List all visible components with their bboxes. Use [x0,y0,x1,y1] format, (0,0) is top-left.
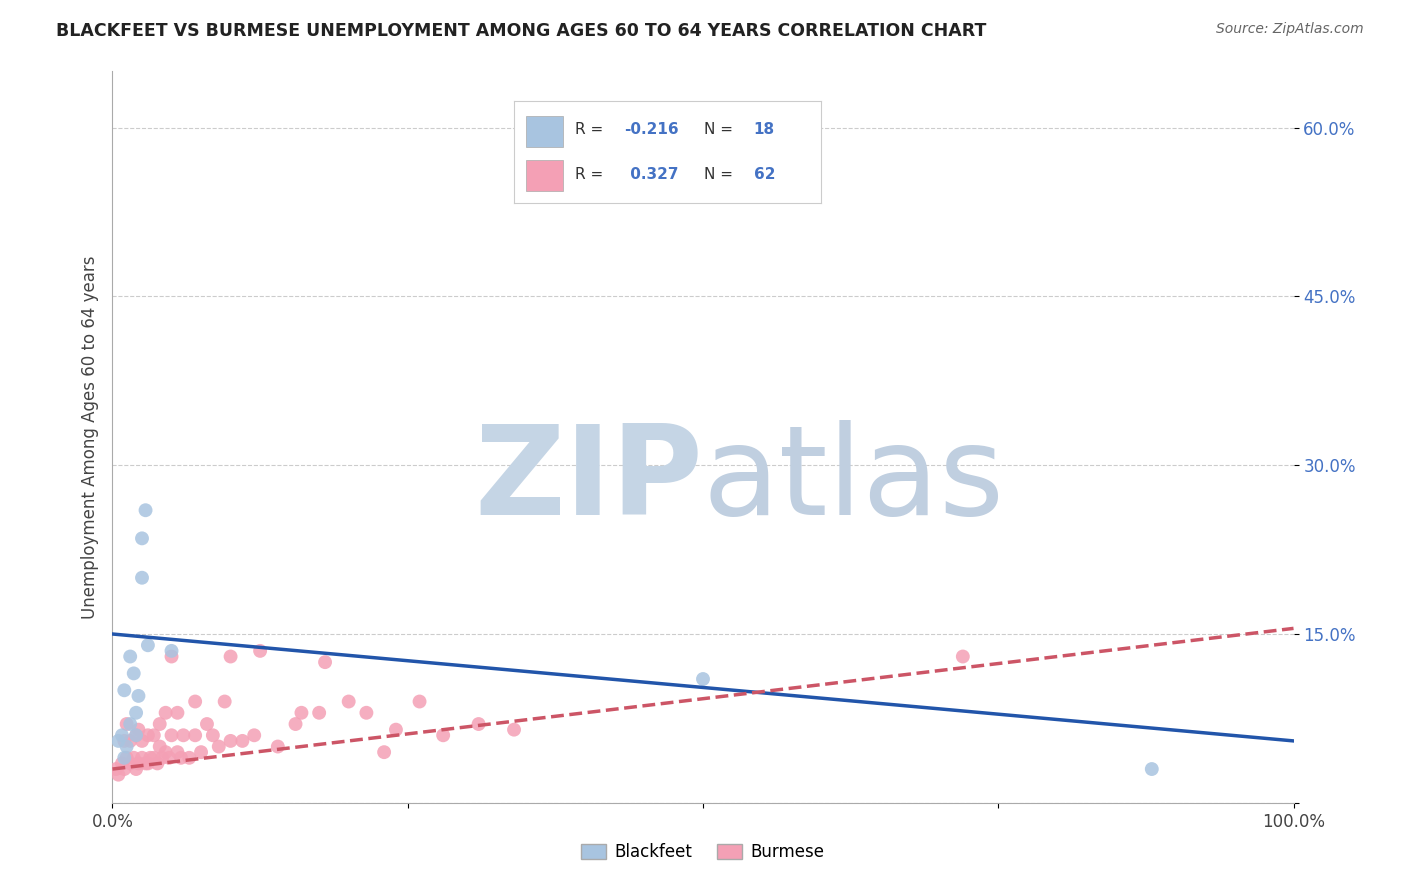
Point [160,644,183,658]
Point [105,762,128,776]
Point [135,756,157,771]
Point [195,717,218,731]
Point [131,751,153,765]
Point [179,751,201,765]
Point [122,751,145,765]
Point [952,649,974,664]
Point [170,751,193,765]
Point [284,717,307,731]
Point [214,694,236,708]
Point [131,532,153,546]
Text: ZIP: ZIP [474,420,703,541]
Point [111,728,134,742]
Point [136,638,159,652]
Point [166,706,188,720]
Point [408,694,430,708]
Point [149,717,172,731]
Point [107,767,129,781]
Point [503,723,526,737]
Point [125,706,148,720]
Y-axis label: Unemployment Among Ages 60 to 64 years: Unemployment Among Ages 60 to 64 years [80,255,98,619]
Point [219,734,242,748]
Point [125,728,148,742]
Point [184,694,207,708]
Point [243,728,266,742]
Point [219,649,242,664]
Point [112,762,135,776]
Point [127,689,149,703]
Point [112,683,135,698]
Point [122,666,145,681]
Point [150,751,173,765]
Point [115,717,138,731]
Point [166,745,188,759]
Point [337,694,360,708]
Point [157,751,180,765]
Point [184,728,207,742]
Point [155,706,177,720]
Point [373,745,395,759]
Point [231,734,253,748]
Point [112,734,135,748]
Point [120,649,142,664]
Legend: Blackfeet, Burmese: Blackfeet, Burmese [575,837,831,868]
Point [136,756,159,771]
Point [115,751,138,765]
Text: atlas: atlas [703,420,1005,541]
Point [115,739,138,754]
Point [385,723,408,737]
Point [314,655,336,669]
Point [160,649,183,664]
Point [172,728,194,742]
Point [139,751,162,765]
Point [290,706,312,720]
Point [1140,762,1163,776]
Point [136,728,159,742]
Point [308,706,330,720]
Point [127,756,149,771]
Point [107,734,129,748]
Point [692,672,714,686]
Point [112,751,135,765]
Point [160,728,183,742]
Point [467,717,489,731]
Point [146,756,169,771]
Point [111,756,134,771]
Point [356,706,378,720]
Point [120,756,142,771]
Point [131,734,153,748]
Point [201,728,224,742]
Text: Source: ZipAtlas.com: Source: ZipAtlas.com [1216,22,1364,37]
Point [131,571,153,585]
Point [120,734,142,748]
Point [142,728,165,742]
Point [267,739,290,754]
Point [125,762,148,776]
Point [249,644,271,658]
Point [127,723,149,737]
Point [190,745,212,759]
Point [208,739,231,754]
Point [142,751,165,765]
Point [120,717,142,731]
Point [155,745,177,759]
Point [135,503,157,517]
Text: BLACKFEET VS BURMESE UNEMPLOYMENT AMONG AGES 60 TO 64 YEARS CORRELATION CHART: BLACKFEET VS BURMESE UNEMPLOYMENT AMONG … [56,22,987,40]
Point [149,739,172,754]
Point [125,728,148,742]
Point [432,728,454,742]
